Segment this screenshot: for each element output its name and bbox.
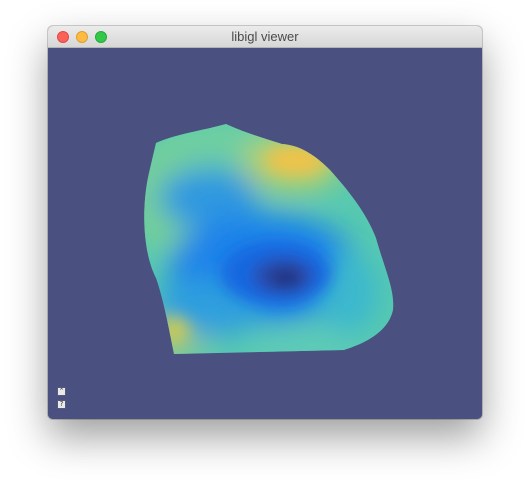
minimize-button[interactable]	[76, 31, 88, 43]
viewer-window: libigl viewer	[48, 26, 482, 419]
title-bar[interactable]: libigl viewer	[48, 26, 482, 48]
colored-mesh[interactable]	[128, 108, 428, 368]
window-title: libigl viewer	[231, 29, 299, 44]
help-icon[interactable]: ?	[57, 400, 66, 409]
collapse-menu-icon[interactable]: ⌃	[57, 387, 66, 396]
close-button[interactable]	[57, 31, 69, 43]
mesh-canvas[interactable]	[48, 48, 482, 419]
zoom-button[interactable]	[95, 31, 107, 43]
3d-viewport[interactable]: ⌃ ?	[48, 48, 482, 419]
